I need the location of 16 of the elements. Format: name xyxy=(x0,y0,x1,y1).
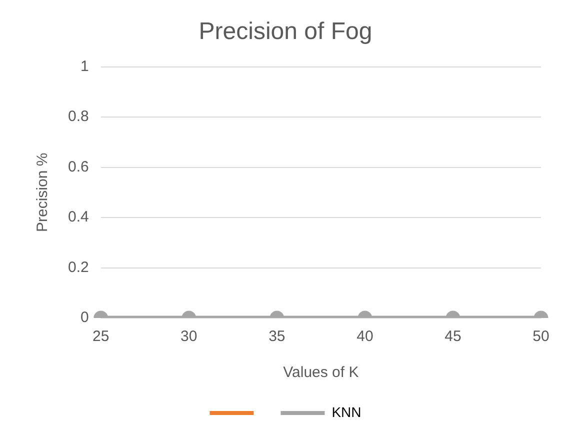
y-tick-label: 0.8 xyxy=(68,108,89,126)
y-tick-label: 0.6 xyxy=(68,158,89,176)
x-tick-label: 40 xyxy=(356,328,374,346)
x-tick-label: 50 xyxy=(532,328,550,346)
x-tick-label: 25 xyxy=(92,328,110,346)
x-axis-title: Values of K xyxy=(283,364,359,382)
chart-title: Precision of Fog xyxy=(198,18,372,46)
y-tick-label: 1 xyxy=(80,58,89,75)
y-tick-label: 0.2 xyxy=(68,258,89,276)
x-tick-label: 45 xyxy=(444,328,462,346)
legend-label: KNN xyxy=(332,404,362,420)
x-tick-label: 30 xyxy=(180,328,198,346)
y-tick-label: 0.4 xyxy=(68,208,89,226)
y-tick-label: 0 xyxy=(80,309,89,326)
y-axis-title: Precision % xyxy=(34,152,52,232)
x-tick-label: 35 xyxy=(268,328,286,346)
